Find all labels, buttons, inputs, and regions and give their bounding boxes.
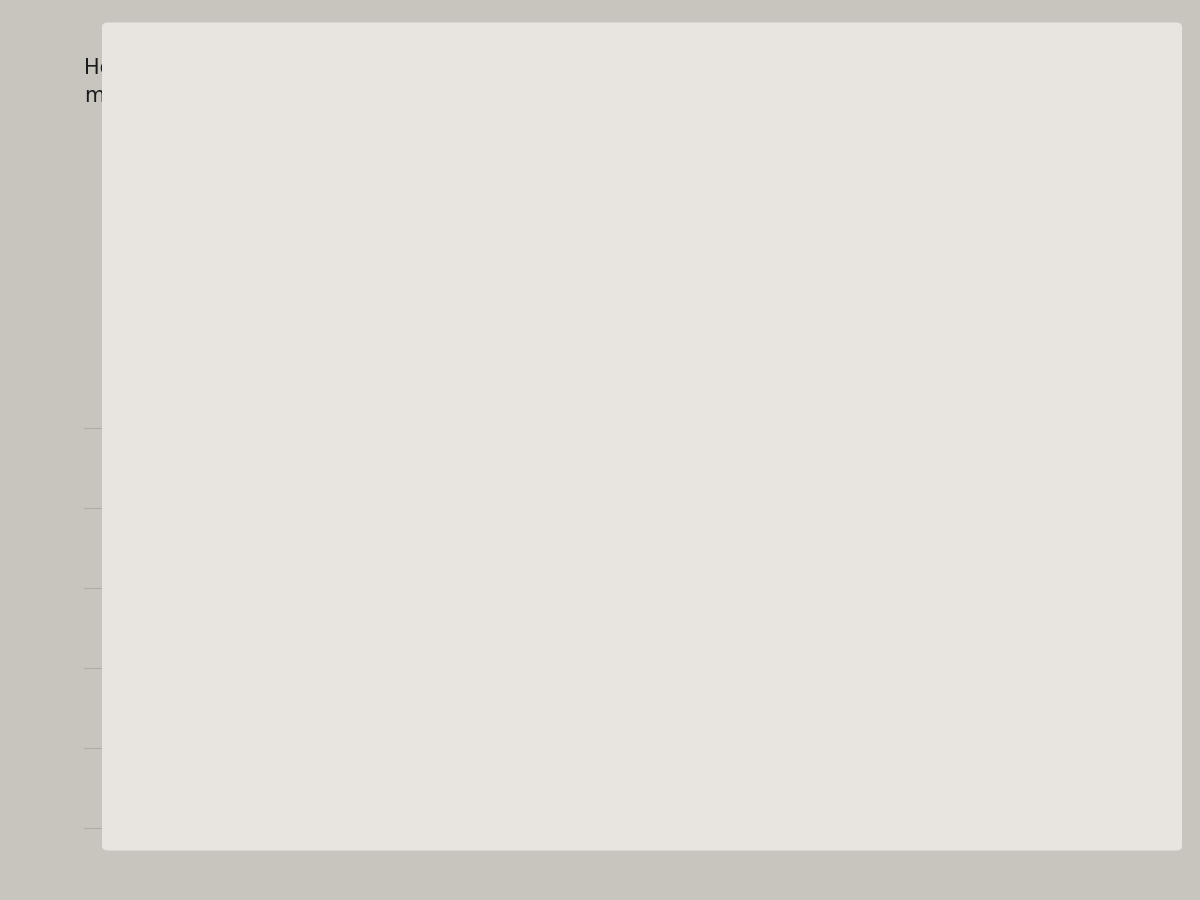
Text: Use a tertiary alkyl halide: Use a tertiary alkyl halide [156,698,388,716]
Text: Use a stronger base: Use a stronger base [156,538,337,556]
Text: Use a higher concentration of water: Use a higher concentration of water [156,458,481,477]
Text: mechanism?: mechanism? [84,86,216,105]
Text: Br: Br [312,227,330,245]
Text: H₂O: H₂O [414,219,449,237]
Text: How could you change the reaction conditions given to most strongly favor an E2: How could you change the reaction condit… [84,58,935,78]
Text: Increase the concentration of the reactant: Increase the concentration of the reacta… [156,778,538,797]
Text: Add a stronger nucleophile: Add a stronger nucleophile [156,619,400,637]
